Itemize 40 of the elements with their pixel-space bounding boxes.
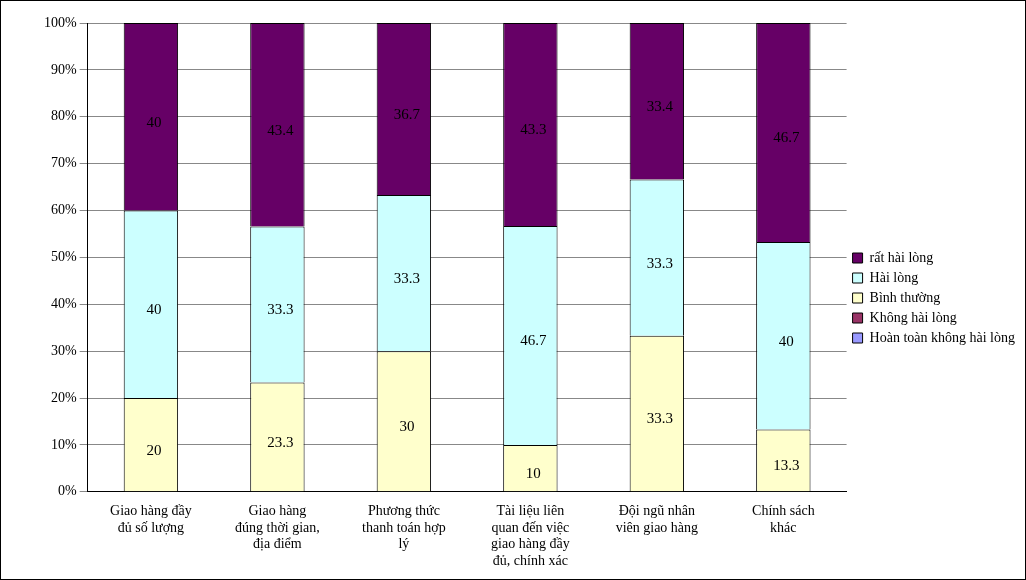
- legend-label: Không hài lòng: [869, 309, 957, 325]
- y-tick-label: 40%: [50, 295, 77, 311]
- legend-label: Bình thường: [869, 289, 941, 305]
- x-tick-label: Đội ngũ nhân viên giao hàng: [615, 502, 699, 535]
- y-tick-label: 10%: [50, 436, 77, 452]
- data-label: 30: [399, 418, 415, 435]
- data-label: 20: [146, 441, 162, 458]
- data-label: 33.3: [646, 254, 673, 271]
- data-label: 46.7: [520, 332, 547, 349]
- data-label: 46.7: [773, 129, 800, 146]
- y-tick-label: 100%: [43, 14, 77, 30]
- y-tick-label: 20%: [50, 389, 77, 405]
- data-label: 33.4: [646, 98, 674, 115]
- y-tick-label: 90%: [50, 61, 77, 77]
- y-tick-label: 30%: [50, 342, 77, 358]
- data-label: 10: [525, 465, 541, 482]
- data-label: 40: [778, 332, 794, 349]
- data-label: 40: [146, 113, 162, 130]
- data-label: 23.3: [267, 433, 294, 450]
- x-tick-label: Chính sách khác: [752, 502, 815, 535]
- data-label: 33.3: [646, 410, 673, 427]
- y-tick-label: 50%: [50, 249, 77, 265]
- data-label: 43.4: [267, 121, 295, 138]
- data-label: 40: [146, 301, 162, 318]
- data-label: 36.7: [393, 105, 421, 122]
- y-tick-label: 60%: [50, 202, 77, 218]
- data-label: 33.3: [393, 270, 420, 287]
- x-tick-label: Giao hàng đúng thời gian, địa điểm: [234, 502, 320, 552]
- y-tick-label: 70%: [50, 155, 77, 171]
- legend-label: rất hài lòng: [869, 249, 934, 265]
- y-tick-label: 80%: [50, 108, 77, 124]
- x-tick-label: Giao hàng đầy đủ số lượng: [110, 502, 192, 535]
- data-label: 33.3: [267, 301, 294, 318]
- y-tick-label: 0%: [57, 483, 77, 499]
- x-tick-label: Tài liệu liên quan đến việc giao hàng đầy đủ, chính xác: [491, 502, 570, 569]
- legend-label: Hoàn toàn không hài lòng: [869, 329, 1015, 345]
- x-tick-label: Phương thức thanh toán hợp lý: [362, 502, 446, 552]
- data-label: 43.3: [520, 121, 547, 138]
- legend-label: Hài lòng: [869, 269, 919, 285]
- data-label: 13.3: [773, 457, 800, 474]
